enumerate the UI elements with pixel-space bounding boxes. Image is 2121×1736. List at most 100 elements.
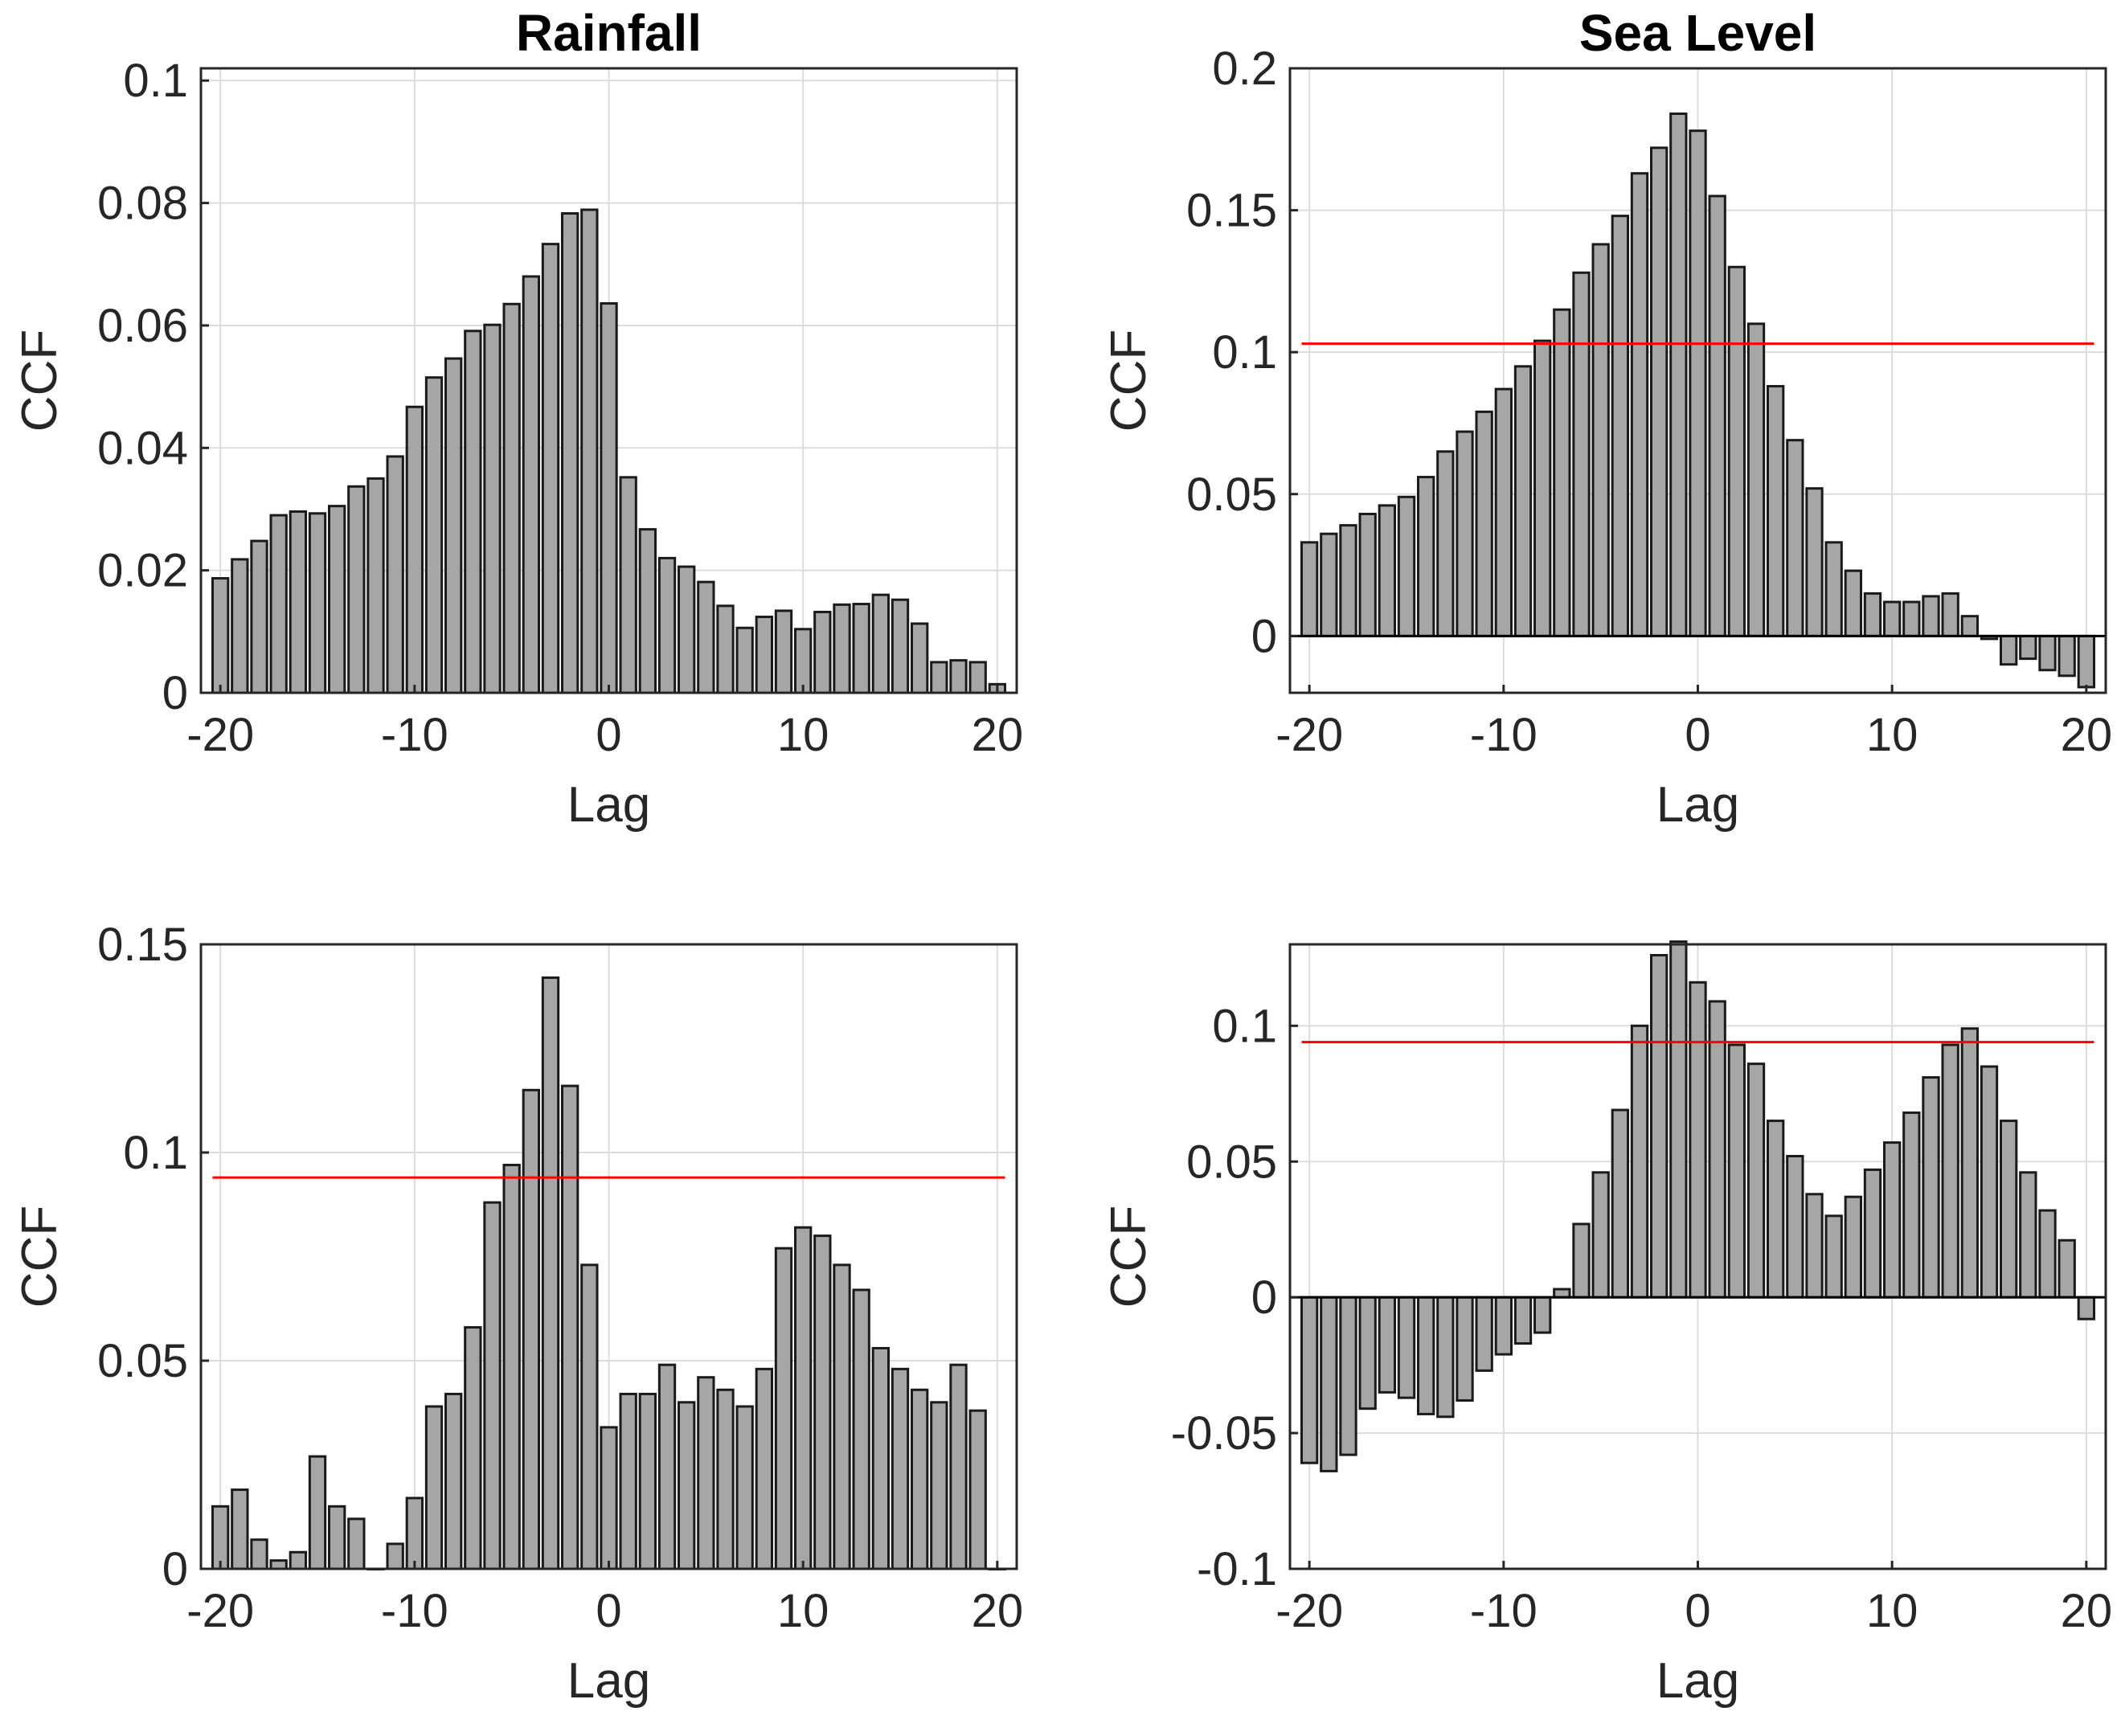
rainfall-top-bar (366, 477, 385, 694)
sealevel-bottom-bar (1397, 1296, 1416, 1399)
sealevel-top-bar (1320, 532, 1338, 637)
rainfall-bottom-panel: -20 -10 0 10 20 0 0.05 0.1 0.15 Lag CCF (12, 919, 1023, 1709)
sealevel-top-y-tick-label: 0.1 (1212, 326, 1277, 379)
sealevel-top-bar (1436, 450, 1455, 637)
rainfall-bottom-y-tick-label: 0.1 (123, 1127, 188, 1179)
sealevel-top-bar (1883, 600, 1902, 637)
rainfall-bottom-bar (289, 1550, 307, 1570)
sealevel-top-x-tick-label: 10 (1866, 709, 1918, 761)
sealevel-top-x-tick-label: -20 (1275, 709, 1343, 761)
sealevel-top-bar (1513, 365, 1533, 637)
rainfall-top-x-axis-label: Lag (567, 777, 650, 833)
rainfall-top-bar (716, 604, 735, 694)
rainfall-top-y-tick-label: 0.02 (97, 545, 188, 597)
rainfall-bottom-x-tick-label: -20 (186, 1585, 254, 1637)
sealevel-bottom-bar (1533, 1296, 1552, 1334)
sealevel-bottom-bar (1553, 1288, 1571, 1299)
sealevel-bottom-bar (1767, 1120, 1785, 1299)
rainfall-top-bar (483, 323, 502, 694)
sealevel-bottom-x-tick-label: 0 (1685, 1585, 1710, 1637)
rainfall-top-title: Rainfall (516, 4, 702, 62)
sealevel-bottom-x-tick-label: 10 (1866, 1585, 1918, 1637)
rainfall-top-bar (600, 302, 618, 694)
rainfall-bottom-bar (269, 1559, 288, 1570)
sealevel-bottom-bar (2077, 1296, 2096, 1320)
rainfall-top-x-tick-label: 10 (777, 709, 829, 761)
sealevel-top-bar (1824, 541, 1843, 637)
rainfall-top-bar (852, 603, 870, 694)
sealevel-top-bar (1650, 146, 1669, 637)
rainfall-top-bar (968, 661, 987, 694)
sealevel-top-title: Sea Level (1579, 4, 1816, 62)
sealevel-top-bar (1339, 524, 1357, 637)
rainfall-top-y-axis-label: CCF (12, 330, 68, 432)
rainfall-top-bar (289, 510, 307, 694)
rainfall-bottom-bar (522, 1088, 541, 1570)
sealevel-bottom-bar (1300, 1296, 1319, 1464)
rainfall-bottom-bar (541, 976, 560, 1570)
sealevel-bottom-bar (1591, 1171, 1610, 1299)
sealevel-bottom-bar (1494, 1296, 1513, 1356)
sealevel-bottom-panel: -20 -10 0 10 20 -0.1 -0.05 0 0.05 0.1 Lag CCF (1101, 940, 2113, 1709)
sealevel-top-bar (1805, 487, 1824, 637)
sealevel-bottom-bar (1960, 1027, 1980, 1299)
sealevel-bottom-x-tick-label: -10 (1470, 1585, 1538, 1637)
rainfall-top-y-tick-label: 0.06 (97, 300, 188, 352)
sealevel-top-bar (2038, 634, 2057, 672)
sealevel-bottom-y-tick-label: 0.05 (1186, 1136, 1277, 1188)
sealevel-bottom-bar (1630, 1024, 1649, 1299)
rainfall-bottom-y-axis-label: CCF (12, 1206, 68, 1308)
rainfall-top-bar (541, 243, 560, 694)
sealevel-bottom-bar (1339, 1296, 1357, 1456)
sealevel-top-bar (1727, 265, 1746, 637)
rainfall-bottom-bar (911, 1388, 929, 1570)
sealevel-top-x-tick-label: -10 (1470, 709, 1538, 761)
rainfall-top-bar (678, 565, 696, 694)
sealevel-top-bar (1863, 592, 1882, 637)
sealevel-bottom-x-tick-label: 20 (2061, 1585, 2113, 1637)
sealevel-top-bar (1378, 504, 1396, 637)
sealevel-bottom-bar (2058, 1239, 2076, 1299)
sealevel-top-bar (1941, 592, 1959, 637)
sealevel-bottom-bar (1572, 1222, 1591, 1299)
sealevel-bottom-bar (1746, 1062, 1766, 1299)
rainfall-top-x-tick-label: -20 (186, 709, 254, 761)
sealevel-bottom-y-tick-label: 0 (1251, 1271, 1277, 1324)
rainfall-top-bar (833, 603, 851, 694)
rainfall-top-bar (891, 598, 910, 694)
rainfall-top-bar (386, 455, 404, 694)
rainfall-top-bar (813, 610, 832, 694)
sealevel-bottom-bar (1611, 1108, 1629, 1299)
rainfall-top-bar (250, 539, 268, 694)
sealevel-top-y-tick-label: 0.05 (1186, 469, 1277, 521)
sealevel-top-bar (1553, 308, 1571, 637)
sealevel-bottom-y-tick-label: -0.1 (1197, 1543, 1277, 1595)
sealevel-top-bar (1475, 410, 1493, 637)
rainfall-top-bar (522, 275, 541, 694)
rainfall-bottom-bar (328, 1505, 346, 1570)
rainfall-bottom-bar (949, 1363, 968, 1570)
rainfall-bottom-x-tick-label: 10 (777, 1585, 829, 1637)
rainfall-bottom-bar (755, 1367, 774, 1570)
rainfall-top-bar (657, 556, 677, 694)
rainfall-bottom-x-tick-label: -10 (381, 1585, 448, 1637)
sealevel-top-bar (1533, 339, 1552, 637)
rainfall-top-y-tick-label: 0.08 (97, 178, 188, 230)
rainfall-bottom-bar (891, 1367, 910, 1570)
rainfall-bottom-bar (231, 1488, 249, 1570)
sealevel-top-bar (1456, 430, 1474, 637)
sealevel-top-bar (1844, 569, 1863, 637)
rainfall-top-bar (347, 485, 366, 694)
rainfall-top-bar (930, 661, 948, 694)
rainfall-bottom-bar (502, 1164, 521, 1570)
sealevel-bottom-bar (1689, 981, 1707, 1299)
rainfall-top-bar (328, 505, 346, 694)
rainfall-bottom-bar (405, 1496, 424, 1570)
rainfall-top-bar (269, 514, 288, 694)
sealevel-top-bar (2019, 634, 2037, 661)
rainfall-top-y-tick-label: 0.1 (123, 55, 188, 107)
sealevel-bottom-bar (1824, 1214, 1843, 1299)
rainfall-bottom-bar (716, 1388, 735, 1570)
sealevel-top-bar (1689, 129, 1707, 637)
